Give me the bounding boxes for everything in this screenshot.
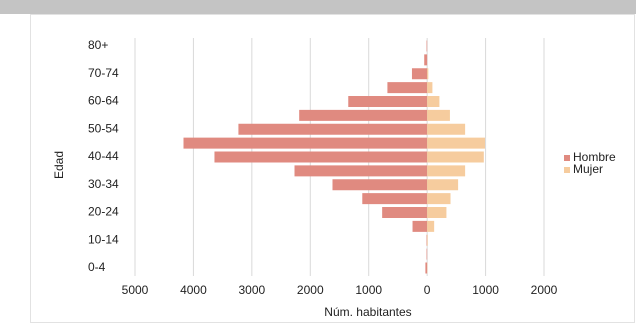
bar (183, 137, 428, 149)
bar (362, 193, 428, 205)
y-tick-label: 0-4 (88, 260, 106, 274)
bar (427, 165, 466, 177)
top-bar (0, 0, 636, 14)
bar (382, 207, 428, 218)
bar (427, 151, 484, 163)
y-tick-label: 50-54 (88, 121, 119, 135)
legend-swatch (564, 155, 570, 161)
bar (427, 82, 433, 94)
y-tick-label: 70-74 (88, 66, 119, 80)
x-axis-title: Núm. habitantes (324, 305, 411, 319)
x-tick-label: 4000 (180, 283, 207, 297)
bar (411, 68, 428, 80)
y-tick-label: 80+ (88, 38, 108, 52)
x-tick-label: 2000 (297, 283, 324, 297)
y-tick-label: 20-24 (88, 205, 119, 219)
y-tick-label: 40-44 (88, 149, 119, 163)
legend-label: Hombre (573, 150, 616, 164)
legend-label: Mujer (573, 162, 603, 176)
bar (427, 193, 451, 205)
x-tick-label: 0 (424, 283, 431, 297)
x-tick-label: 1000 (472, 283, 499, 297)
y-tick-label: 10-14 (88, 232, 119, 246)
bar (426, 40, 428, 52)
legend-swatch (564, 167, 570, 173)
x-tick-label: 1000 (355, 283, 382, 297)
bar (427, 68, 429, 80)
y-tick-label: 60-64 (88, 94, 119, 108)
bar (427, 207, 447, 218)
x-tick-label: 3000 (239, 283, 266, 297)
bar (425, 262, 428, 274)
bar (387, 82, 428, 94)
bar (238, 123, 428, 135)
bar (427, 220, 435, 232)
bar (412, 220, 428, 232)
y-axis-title: Edad (52, 151, 66, 179)
bar (427, 123, 466, 135)
bar (427, 234, 428, 246)
x-tick-label: 5000 (122, 283, 149, 297)
y-tick-label: 30-34 (88, 177, 119, 191)
bar (426, 248, 428, 260)
bar (214, 151, 428, 163)
bar (332, 179, 428, 191)
bar (427, 179, 459, 191)
bar (299, 109, 428, 121)
bar (424, 54, 428, 66)
x-tick-label: 2000 (531, 283, 558, 297)
bar (348, 96, 428, 107)
bar (426, 234, 428, 246)
bar (294, 165, 428, 177)
bar (427, 96, 440, 107)
bar (427, 109, 450, 121)
bar (427, 137, 485, 149)
